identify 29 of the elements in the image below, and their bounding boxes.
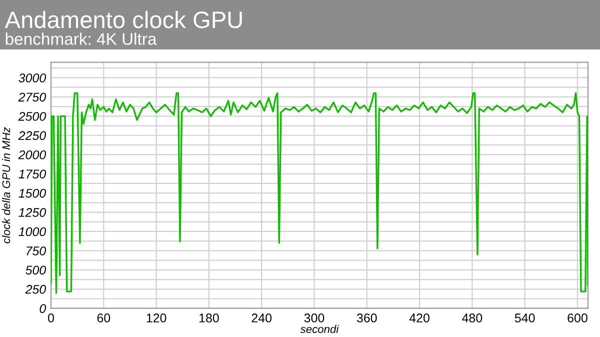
y-tick-label: 1250 [18, 208, 46, 217]
x-tick-label: 300 [304, 314, 324, 322]
chart-subtitle: benchmark: 4K Ultra [6, 32, 157, 45]
y-tick-label: 1750 [18, 170, 46, 178]
y-tick-label: 2500 [18, 112, 46, 121]
x-tick-label: 0 [48, 314, 54, 322]
y-tick-label: 0 [40, 304, 46, 314]
x-tick-label: 60 [97, 314, 110, 322]
x-tick-label: 180 [199, 314, 219, 322]
y-tick-label: 250 [25, 284, 46, 294]
chart-title: Andamento clock GPU [4, 10, 242, 28]
y-tick-label: 1000 [18, 227, 46, 236]
x-tick-label: 480 [462, 314, 482, 322]
line-series [51, 92, 588, 294]
y-tick-label: 1500 [18, 188, 46, 198]
x-axis-title: secondi [300, 324, 339, 334]
x-tick-label: 120 [146, 314, 166, 322]
y-tick-label: 750 [26, 246, 46, 256]
y-tick-label: 3000 [18, 74, 46, 82]
x-tick-label: 360 [356, 314, 377, 322]
y-tick-label: 500 [26, 266, 46, 275]
y-tick-label: 2250 [18, 131, 46, 140]
x-tick-label: 600 [568, 314, 588, 322]
x-tick-label: 540 [514, 314, 535, 322]
y-axis-title: clock della GPU in MHz [2, 127, 10, 244]
x-tick-label: 420 [409, 314, 430, 322]
y-tick-label: 2000 [18, 150, 46, 160]
x-tick-label: 240 [252, 314, 272, 322]
y-tick-label: 2750 [18, 92, 46, 102]
